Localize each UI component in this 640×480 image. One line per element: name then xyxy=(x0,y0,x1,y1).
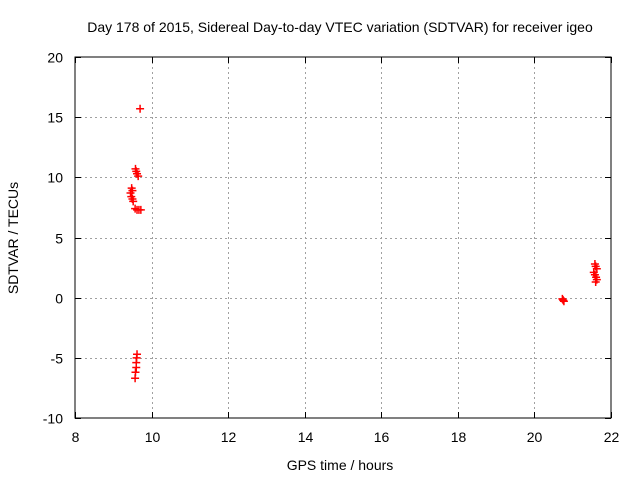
y-tick-label: -10 xyxy=(43,411,63,427)
y-tick-label: -5 xyxy=(51,351,64,367)
y-tick-label: 20 xyxy=(47,50,63,66)
chart-title: Day 178 of 2015, Sidereal Day-to-day VTE… xyxy=(87,19,593,35)
data-points xyxy=(126,104,601,383)
y-tick-label: 15 xyxy=(47,110,63,126)
y-tick-label: 5 xyxy=(55,231,63,247)
data-point xyxy=(131,204,140,213)
data-point xyxy=(129,197,138,206)
data-point xyxy=(132,363,141,372)
data-point xyxy=(559,296,568,305)
data-point xyxy=(131,374,140,383)
x-tick-label: 10 xyxy=(145,429,161,445)
x-tick-label: 22 xyxy=(604,429,620,445)
x-tick-label: 18 xyxy=(451,429,467,445)
x-axis-label: GPS time / hours xyxy=(287,457,394,473)
data-point xyxy=(136,205,145,214)
axis-ticks xyxy=(75,57,612,419)
x-tick-labels: 8 10 12 14 16 18 20 22 xyxy=(72,429,620,445)
y-tick-label: 10 xyxy=(47,170,63,186)
data-point xyxy=(126,188,135,197)
x-tick-label: 14 xyxy=(298,429,314,445)
y-axis-label: SDTVAR / TECUs xyxy=(5,182,21,294)
plot-frame xyxy=(74,56,612,419)
data-point xyxy=(591,278,600,287)
x-tick-label: 16 xyxy=(374,429,390,445)
data-point xyxy=(559,297,568,306)
data-point xyxy=(136,104,145,113)
grid xyxy=(75,57,611,418)
data-point xyxy=(134,172,143,181)
y-tick-label: 0 xyxy=(55,291,63,307)
x-tick-label: 8 xyxy=(72,429,80,445)
x-tick-label: 20 xyxy=(527,429,543,445)
x-tick-label: 12 xyxy=(221,429,237,445)
y-tick-labels: -10 -5 0 5 10 15 20 xyxy=(43,50,63,427)
